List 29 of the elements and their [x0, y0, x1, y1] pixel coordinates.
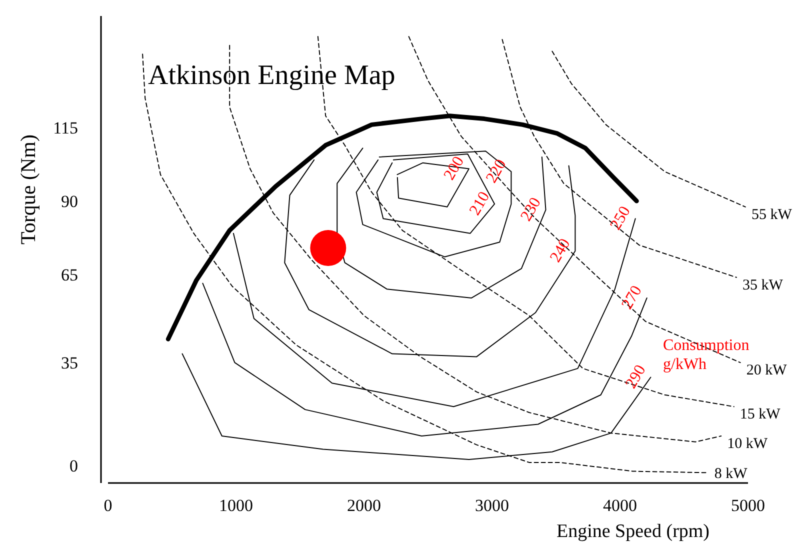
- series-label: 8 kW: [714, 466, 748, 482]
- y-axis-title: Torque (Nm): [16, 134, 40, 244]
- text: 200: [440, 154, 468, 183]
- series-label: 55 kW: [751, 206, 793, 223]
- text: 230: [518, 194, 544, 224]
- y-tick-label: 35: [61, 354, 78, 373]
- x-tick-label: 1000: [219, 496, 253, 515]
- y-tick-label: 115: [53, 118, 78, 138]
- series-label: 15 kW: [740, 406, 782, 423]
- y-tick-label: 0: [70, 456, 78, 476]
- x-tick-label: 3000: [475, 496, 509, 515]
- text: 240: [547, 236, 574, 266]
- text: 220: [483, 156, 510, 186]
- x-tick-label: 2000: [347, 496, 381, 515]
- text: 290: [622, 362, 650, 392]
- series-label: 35 kW: [742, 277, 784, 294]
- series-label: 10 kW: [727, 436, 768, 452]
- x-axis-title: Engine Speed (rpm): [556, 521, 710, 542]
- line-series: [552, 50, 746, 208]
- y-tick-label: 65: [61, 265, 78, 284]
- y-tick-label: 90: [61, 192, 78, 212]
- x-tick-label: 4000: [603, 496, 637, 515]
- text: Atkinson Engine Map: [148, 60, 396, 91]
- series-label: 20 kW: [746, 362, 788, 379]
- x-tick-label: 0: [104, 496, 112, 515]
- text: 210: [466, 188, 494, 218]
- x-tick-label: 5000: [731, 496, 765, 515]
- text: 250: [607, 204, 634, 233]
- text: 270: [618, 282, 646, 312]
